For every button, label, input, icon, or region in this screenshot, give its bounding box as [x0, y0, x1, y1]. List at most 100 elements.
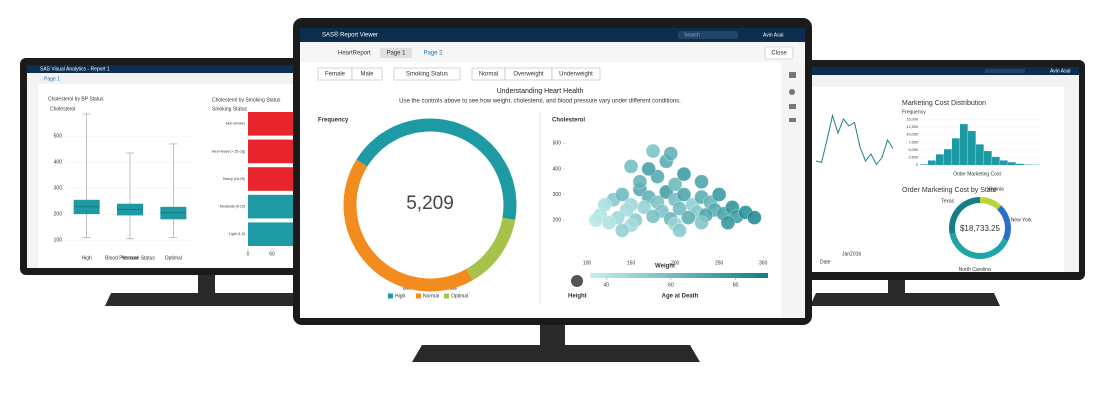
- x-tick-label: 100: [583, 260, 592, 266]
- center-monitor: SAS® Report Viewer Search Avin Asai Hear…: [293, 18, 812, 325]
- y-tick-label: 200: [54, 211, 63, 217]
- point: [642, 162, 656, 176]
- button-label[interactable]: Female: [325, 72, 346, 78]
- user[interactable]: Avin Asai: [763, 32, 783, 38]
- x-tick-label: Optimal: [165, 255, 182, 261]
- y-label: Frequency: [902, 109, 926, 115]
- y-tick-label: Non-smoker: [226, 122, 246, 126]
- button-label[interactable]: Normal: [479, 72, 498, 78]
- search[interactable]: Search: [684, 32, 700, 38]
- color-tick-label: 80: [733, 282, 739, 288]
- y-tick-label: 2,500: [908, 155, 918, 159]
- chart-title: Cholesterol by Smoking Status: [212, 97, 281, 103]
- tab[interactable]: Page 2: [423, 51, 443, 57]
- user[interactable]: Avin Asai: [1050, 68, 1070, 74]
- y-tick-label: 5,000: [908, 148, 918, 152]
- legend-label: Optimal: [451, 293, 468, 299]
- heading: Understanding Heart Health: [497, 88, 584, 95]
- point: [712, 188, 726, 202]
- bar: [920, 164, 928, 165]
- y-tick-label: 500: [553, 141, 562, 147]
- legend-label: High: [395, 293, 406, 299]
- left-neck: [198, 274, 215, 294]
- x-label: Date: [820, 259, 831, 265]
- toolbar: [812, 75, 1079, 87]
- size-label: Height: [568, 294, 587, 300]
- tab[interactable]: Page 1: [386, 51, 406, 57]
- tab[interactable]: Page 1: [44, 76, 60, 82]
- chart-title: Marketing Cost Distribution: [902, 100, 986, 107]
- button-label[interactable]: Overweight: [513, 72, 544, 78]
- app-title: SAS Visual Analytics - Report 1: [40, 66, 110, 72]
- point: [633, 175, 647, 189]
- y-label: Cholesterol: [50, 106, 75, 112]
- chart-title: Order Marketing Cost by State: [902, 187, 997, 194]
- donut-total: 5,209: [406, 193, 454, 214]
- icon[interactable]: [789, 118, 796, 122]
- button-label[interactable]: Underweight: [559, 72, 593, 78]
- x-tick-label: Jan2016: [842, 251, 861, 257]
- right-base: [810, 293, 1000, 306]
- icon[interactable]: [789, 72, 796, 78]
- y-tick-label: 500: [54, 133, 63, 139]
- bar: [944, 149, 952, 165]
- legend-swatch: [388, 294, 393, 299]
- y-tick-label: Very Heavy (> 25 cig): [211, 149, 245, 153]
- header-bar: [812, 67, 1079, 75]
- color-tick-label: 40: [603, 282, 609, 288]
- bar: [952, 138, 960, 165]
- size-legend: [571, 275, 583, 287]
- y-tick-label: 15,000: [906, 118, 918, 122]
- point: [681, 211, 695, 225]
- segment-label: New York: [1011, 217, 1033, 223]
- legend-label: Normal: [423, 293, 439, 299]
- color-tick-label: 60: [668, 282, 674, 288]
- segment-label: North Carolina: [959, 267, 991, 273]
- point: [695, 175, 709, 189]
- side-strip: [27, 84, 39, 268]
- y-tick-label: 300: [553, 192, 562, 198]
- button-label[interactable]: Male: [360, 72, 374, 78]
- right-neck: [888, 279, 905, 295]
- app-title: SAS® Report Viewer: [322, 32, 378, 39]
- x-tick-label: 200: [671, 260, 680, 266]
- bar: [960, 124, 968, 165]
- right-monitor: Avin Asai Date Jan2016 Marketing Cost Di…: [805, 60, 1085, 280]
- point: [721, 216, 735, 230]
- y-tick-label: 400: [553, 166, 562, 172]
- color-bar: [590, 273, 768, 278]
- button-label[interactable]: Smoking Status: [406, 72, 448, 78]
- icon[interactable]: [789, 104, 796, 109]
- bar: [992, 157, 1000, 165]
- y-tick-label: 400: [54, 159, 63, 165]
- y-tick-label: 200: [553, 217, 562, 223]
- x-label: Order Marketing Cost: [953, 171, 1001, 177]
- legend-swatch: [416, 294, 421, 299]
- point: [646, 209, 660, 223]
- search-box[interactable]: [985, 69, 1025, 73]
- center-neck: [540, 324, 565, 346]
- x-tick-label: 250: [715, 260, 724, 266]
- bar: [984, 151, 992, 165]
- screen: [812, 67, 1079, 272]
- donut-center: $18,733.25: [960, 224, 1001, 233]
- bar: [1000, 160, 1008, 165]
- point: [646, 144, 660, 158]
- tab-bar: [27, 73, 293, 84]
- close-label[interactable]: Close: [771, 51, 787, 57]
- point: [589, 213, 603, 227]
- color-label: Age at Death: [662, 294, 699, 300]
- x-tick-label: 0: [247, 251, 250, 257]
- side-strip: [1064, 87, 1079, 272]
- x-tick-label: Normal: [122, 255, 138, 261]
- y-tick-label: Moderate (6-15): [220, 205, 245, 209]
- legend-title: Smoking Status: [212, 106, 248, 112]
- bar: [976, 144, 984, 165]
- y-tick-label: Light (1-5): [229, 232, 245, 236]
- legend-swatch: [444, 294, 449, 299]
- icon[interactable]: [789, 89, 795, 95]
- y-tick-label: 12,500: [906, 125, 918, 129]
- point: [677, 167, 691, 181]
